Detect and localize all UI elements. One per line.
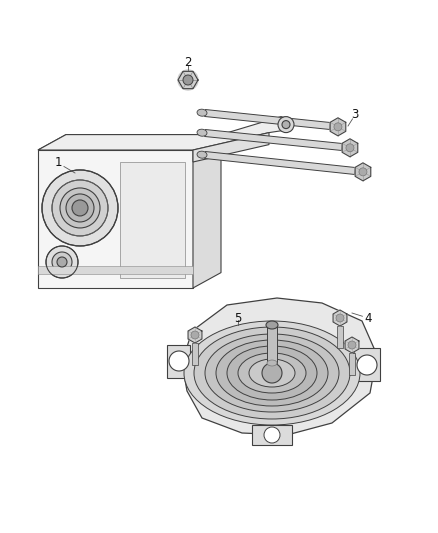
Circle shape xyxy=(52,252,72,272)
Polygon shape xyxy=(333,310,347,326)
Ellipse shape xyxy=(205,334,339,412)
Polygon shape xyxy=(205,151,355,174)
Ellipse shape xyxy=(266,321,278,329)
Text: 1: 1 xyxy=(54,157,62,169)
Text: 4: 4 xyxy=(364,311,372,325)
Circle shape xyxy=(169,351,189,371)
Polygon shape xyxy=(330,118,346,136)
Polygon shape xyxy=(252,425,292,445)
Circle shape xyxy=(264,427,280,443)
Polygon shape xyxy=(354,348,380,381)
Circle shape xyxy=(336,314,344,322)
Polygon shape xyxy=(38,135,221,150)
Circle shape xyxy=(42,170,118,246)
Polygon shape xyxy=(179,80,188,90)
Circle shape xyxy=(57,257,67,267)
Text: 3: 3 xyxy=(351,109,359,122)
Circle shape xyxy=(72,200,88,216)
Polygon shape xyxy=(342,139,358,157)
Ellipse shape xyxy=(184,321,360,425)
Text: 2: 2 xyxy=(184,56,192,69)
Ellipse shape xyxy=(216,340,328,406)
Ellipse shape xyxy=(197,151,207,158)
Polygon shape xyxy=(192,343,198,365)
Polygon shape xyxy=(38,150,193,288)
Ellipse shape xyxy=(197,109,207,116)
Ellipse shape xyxy=(194,327,350,419)
Ellipse shape xyxy=(197,129,207,136)
Polygon shape xyxy=(178,75,188,85)
Polygon shape xyxy=(193,135,221,288)
Circle shape xyxy=(46,246,78,278)
Circle shape xyxy=(183,75,193,85)
Ellipse shape xyxy=(249,359,295,387)
Circle shape xyxy=(278,117,294,133)
Polygon shape xyxy=(38,117,296,150)
Circle shape xyxy=(348,341,356,349)
Polygon shape xyxy=(167,345,190,378)
Polygon shape xyxy=(188,75,198,85)
Polygon shape xyxy=(355,163,371,181)
Circle shape xyxy=(346,144,354,152)
Polygon shape xyxy=(188,80,197,90)
Circle shape xyxy=(60,188,100,228)
Circle shape xyxy=(357,355,377,375)
Circle shape xyxy=(52,180,108,236)
Circle shape xyxy=(334,123,342,131)
Polygon shape xyxy=(182,298,377,435)
Polygon shape xyxy=(337,326,343,348)
Polygon shape xyxy=(345,337,359,353)
Circle shape xyxy=(359,168,367,176)
Circle shape xyxy=(262,363,282,383)
Polygon shape xyxy=(193,133,269,162)
Circle shape xyxy=(66,194,94,222)
Polygon shape xyxy=(188,327,202,343)
Polygon shape xyxy=(38,266,193,274)
Polygon shape xyxy=(205,130,343,150)
Polygon shape xyxy=(120,162,185,278)
Polygon shape xyxy=(349,353,355,375)
Polygon shape xyxy=(267,325,277,363)
Polygon shape xyxy=(188,70,197,80)
Ellipse shape xyxy=(267,360,277,366)
Circle shape xyxy=(191,331,199,339)
Text: 5: 5 xyxy=(234,311,242,325)
Circle shape xyxy=(282,120,290,128)
Ellipse shape xyxy=(227,346,317,400)
Ellipse shape xyxy=(238,353,306,393)
Polygon shape xyxy=(179,70,188,80)
Polygon shape xyxy=(205,109,330,130)
